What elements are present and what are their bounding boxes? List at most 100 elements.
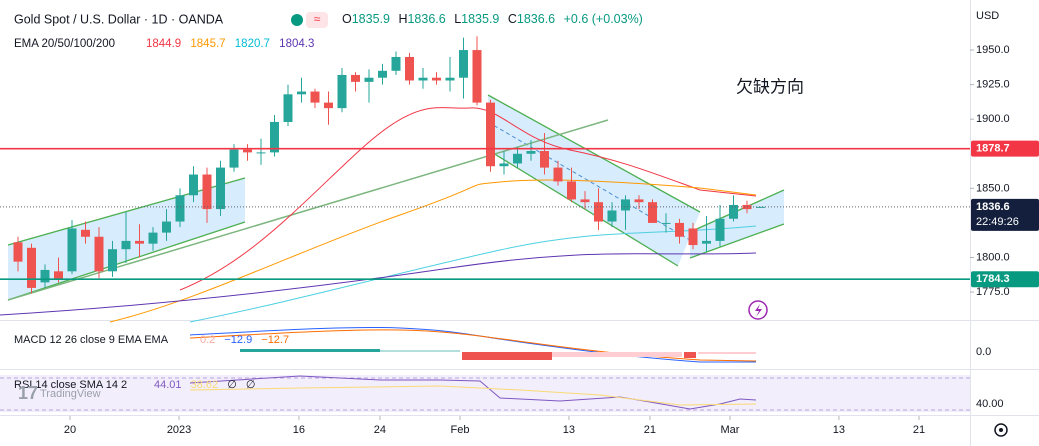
price-tag: [971, 271, 1039, 288]
candle-body: [310, 91, 320, 103]
channel-mid: [487, 121, 691, 241]
ema-line: [189, 225, 757, 323]
candle-body: [621, 199, 630, 211]
settings-icon-dot: [999, 428, 1003, 432]
candle-body: [283, 94, 293, 122]
macd-value: −12.9: [224, 334, 252, 346]
rsi-band: [0, 375, 970, 412]
data-status[interactable]: [306, 12, 328, 28]
candle-body: [297, 91, 306, 95]
macd-histogram: [240, 349, 756, 360]
macd-value: 0.2: [200, 334, 215, 346]
candle-body: [202, 174, 212, 210]
candle-body: [216, 167, 225, 210]
candle-body: [513, 153, 522, 164]
candle-body: [189, 174, 198, 196]
ema-value: 1820.7: [235, 38, 270, 50]
macd-value: −12.7: [261, 334, 289, 346]
candle-body: [486, 102, 495, 167]
market-status[interactable]: [291, 14, 303, 26]
candle-body: [391, 56, 401, 71]
rsi-sma-line: [189, 385, 757, 406]
annotation[interactable]: 欠缺方向: [736, 77, 804, 96]
macd-label[interactable]: MACD 12 26 close 9 EMA EMA: [14, 334, 169, 346]
macd-values: 0.2 −12.9 −12.7: [200, 334, 289, 346]
settings-icon[interactable]: [994, 423, 1008, 437]
ema-value: 1844.9: [146, 38, 181, 50]
candle-body: [108, 249, 117, 272]
x-tick-label: Feb: [451, 424, 470, 436]
ohlc-value: 1835.9: [352, 12, 390, 26]
candle-body: [27, 247, 36, 288]
candle-body: [661, 222, 671, 224]
x-tick-label: 2023: [167, 424, 191, 436]
candle-body: [94, 236, 104, 272]
y-tick-label: 1800.0: [976, 251, 1010, 263]
candle-body: [432, 77, 441, 81]
candle-body: [67, 228, 77, 272]
rsi-label[interactable]: RSI 14 close SMA 14 2: [14, 379, 127, 391]
ema-line: [179, 107, 757, 291]
price-tag-label: 1878.7: [976, 143, 1010, 155]
x-tick-label: 20: [64, 424, 76, 436]
candle-body: [688, 228, 698, 246]
candle-body: [715, 218, 725, 241]
candle-body: [580, 199, 590, 203]
candle-body: [594, 202, 603, 222]
rsi-value: 38.62: [191, 379, 219, 391]
candle-body: [13, 242, 23, 262]
candle-body: [634, 199, 644, 203]
ohlc-label: L: [454, 12, 461, 26]
x-tick-label: 21: [913, 424, 925, 436]
candle-body: [175, 195, 185, 222]
rsi-value: ∅: [246, 379, 256, 391]
candle-body: [405, 56, 414, 81]
last-price-label: 1836.6: [976, 201, 1010, 213]
candle-body: [243, 149, 252, 153]
channel-line: [487, 94, 701, 213]
candle-body: [162, 221, 171, 233]
alert-icon[interactable]: [748, 300, 768, 320]
candle-body: [526, 151, 536, 154]
candle-body: [540, 151, 549, 168]
candle-body: [229, 149, 239, 168]
change: +0.6 (+0.03%): [564, 12, 643, 26]
ema-value: 1845.7: [190, 38, 225, 50]
candle-body: [378, 70, 387, 78]
ohlc-label: H: [398, 12, 407, 26]
alert-bolt: [755, 304, 762, 317]
candle-body: [459, 50, 468, 78]
indicator-label[interactable]: EMA 20/50/100/200: [14, 38, 115, 50]
status-icon: ≈: [314, 12, 321, 26]
candle-body: [256, 152, 266, 154]
candle-body: [364, 77, 374, 82]
x-tick-label: 13: [833, 424, 845, 436]
candle-body: [270, 121, 279, 153]
indicator-values: 1844.9 1845.7 1820.7 1804.3: [146, 38, 314, 50]
candle-body: [567, 181, 576, 200]
symbol-title[interactable]: Gold Spot / U.S. Dollar · 1D · OANDA: [14, 12, 224, 26]
countdown: 22:49:26: [976, 216, 1019, 228]
y-tick-label: 1850.0: [976, 182, 1010, 194]
candle-body: [81, 229, 90, 237]
last-price-tag: [971, 198, 1039, 231]
ohlc-label: C: [508, 12, 517, 26]
channel-line: [689, 223, 785, 259]
candle-body: [702, 240, 711, 244]
ohlc: O1835.9 H1836.6 L1835.9 C1836.6 +0.6 (+0…: [342, 12, 643, 26]
currency[interactable]: USD: [976, 10, 999, 22]
candle-body: [648, 202, 657, 223]
ohlc-value: 1835.9: [461, 12, 499, 26]
channel-line: [487, 149, 679, 267]
price-tag-label: 1784.3: [976, 273, 1010, 285]
candle-body: [54, 271, 63, 280]
rsi-value: ∅: [227, 379, 237, 391]
macd-tick: 0.0: [976, 346, 991, 358]
candle-body: [135, 240, 144, 244]
channel-fill: [488, 95, 700, 266]
x-tick-label: 16: [293, 424, 305, 436]
rsi-tick: 40.00: [976, 398, 1004, 410]
